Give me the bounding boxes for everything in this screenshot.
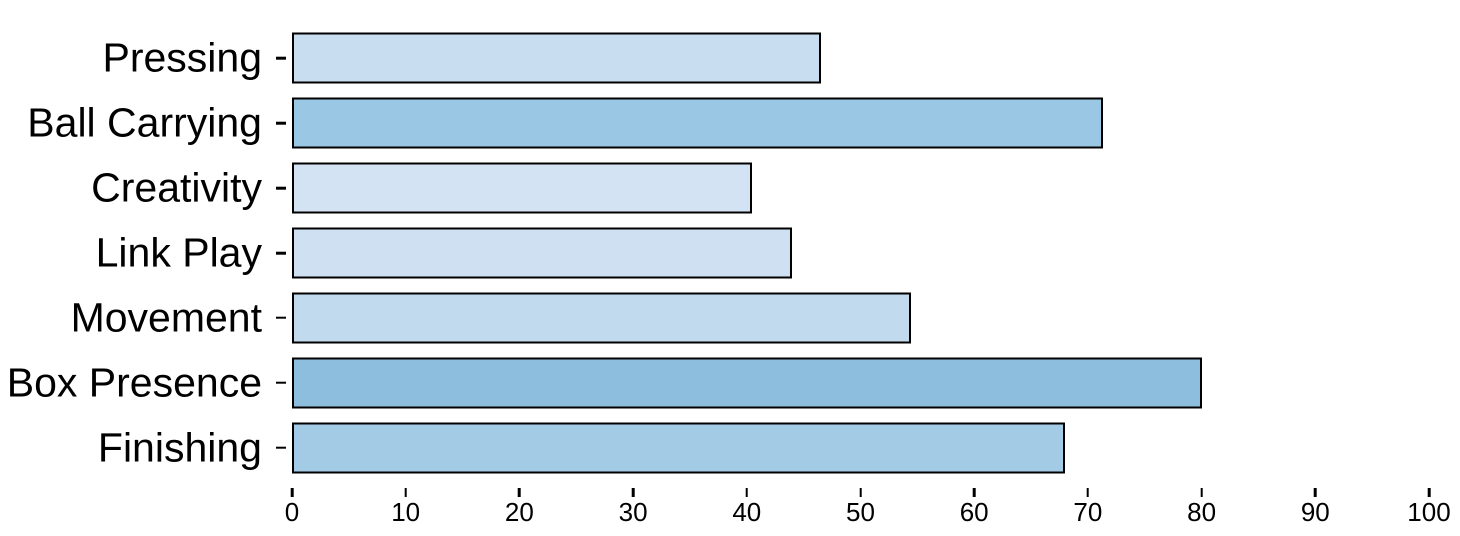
y-tick-mark xyxy=(276,251,286,255)
chart-row-link-play: Link Play xyxy=(0,221,1460,286)
category-label: Ball Carrying xyxy=(27,99,262,146)
x-tick-label: 70 xyxy=(1073,497,1103,527)
chart-row-box-presence: Box Presence xyxy=(0,350,1460,415)
bar-finishing xyxy=(292,422,1066,474)
category-label: Link Play xyxy=(95,229,262,276)
x-tick-mark xyxy=(1086,488,1090,497)
x-axis: 0 10 20 30 40 50 60 70 80 90 100 xyxy=(0,480,1460,536)
bar-movement xyxy=(292,292,911,344)
category-label: Finishing xyxy=(97,424,262,471)
chart-row-creativity: Creativity xyxy=(0,156,1460,221)
bar-ball-carrying xyxy=(292,97,1103,149)
chart-row-ball-carrying: Ball Carrying xyxy=(0,91,1460,156)
x-tick-label: 60 xyxy=(959,497,989,527)
x-tick-label: 10 xyxy=(391,497,421,527)
x-tick-mark xyxy=(631,488,635,497)
category-label: Pressing xyxy=(102,34,262,81)
x-tick-label: 20 xyxy=(504,497,534,527)
x-tick-mark xyxy=(1314,488,1317,497)
bar-creativity xyxy=(292,162,753,214)
chart-row-movement: Movement xyxy=(0,285,1460,350)
x-tick-label: 100 xyxy=(1407,497,1451,527)
x-tick-mark xyxy=(1200,488,1203,497)
y-tick-mark xyxy=(276,121,286,125)
bar-box-presence xyxy=(292,357,1202,409)
x-tick-mark xyxy=(745,488,749,497)
x-tick-mark xyxy=(1427,488,1431,497)
x-tick-label: 40 xyxy=(732,497,762,527)
x-tick-mark xyxy=(859,488,862,497)
y-tick-mark xyxy=(276,186,286,190)
chart-row-pressing: Pressing xyxy=(0,26,1460,91)
bar-pressing xyxy=(292,32,821,84)
x-tick-label: 90 xyxy=(1300,497,1330,527)
y-tick-mark xyxy=(276,316,286,320)
x-tick-mark xyxy=(972,488,976,497)
x-tick-mark xyxy=(518,488,521,497)
x-tick-label: 80 xyxy=(1187,497,1217,527)
y-tick-mark xyxy=(276,446,286,449)
x-tick-mark xyxy=(290,488,294,497)
category-label: Box Presence xyxy=(6,359,262,406)
chart-row-finishing: Finishing xyxy=(0,415,1460,480)
y-tick-mark xyxy=(276,381,286,384)
x-tick-label: 50 xyxy=(846,497,875,527)
category-label: Creativity xyxy=(91,164,262,211)
x-tick-label: 0 xyxy=(284,497,300,527)
x-tick-label: 30 xyxy=(618,497,648,527)
category-label: Movement xyxy=(70,294,262,341)
x-tick-mark xyxy=(404,488,407,497)
bar-link-play xyxy=(292,227,793,279)
y-tick-mark xyxy=(276,57,286,60)
